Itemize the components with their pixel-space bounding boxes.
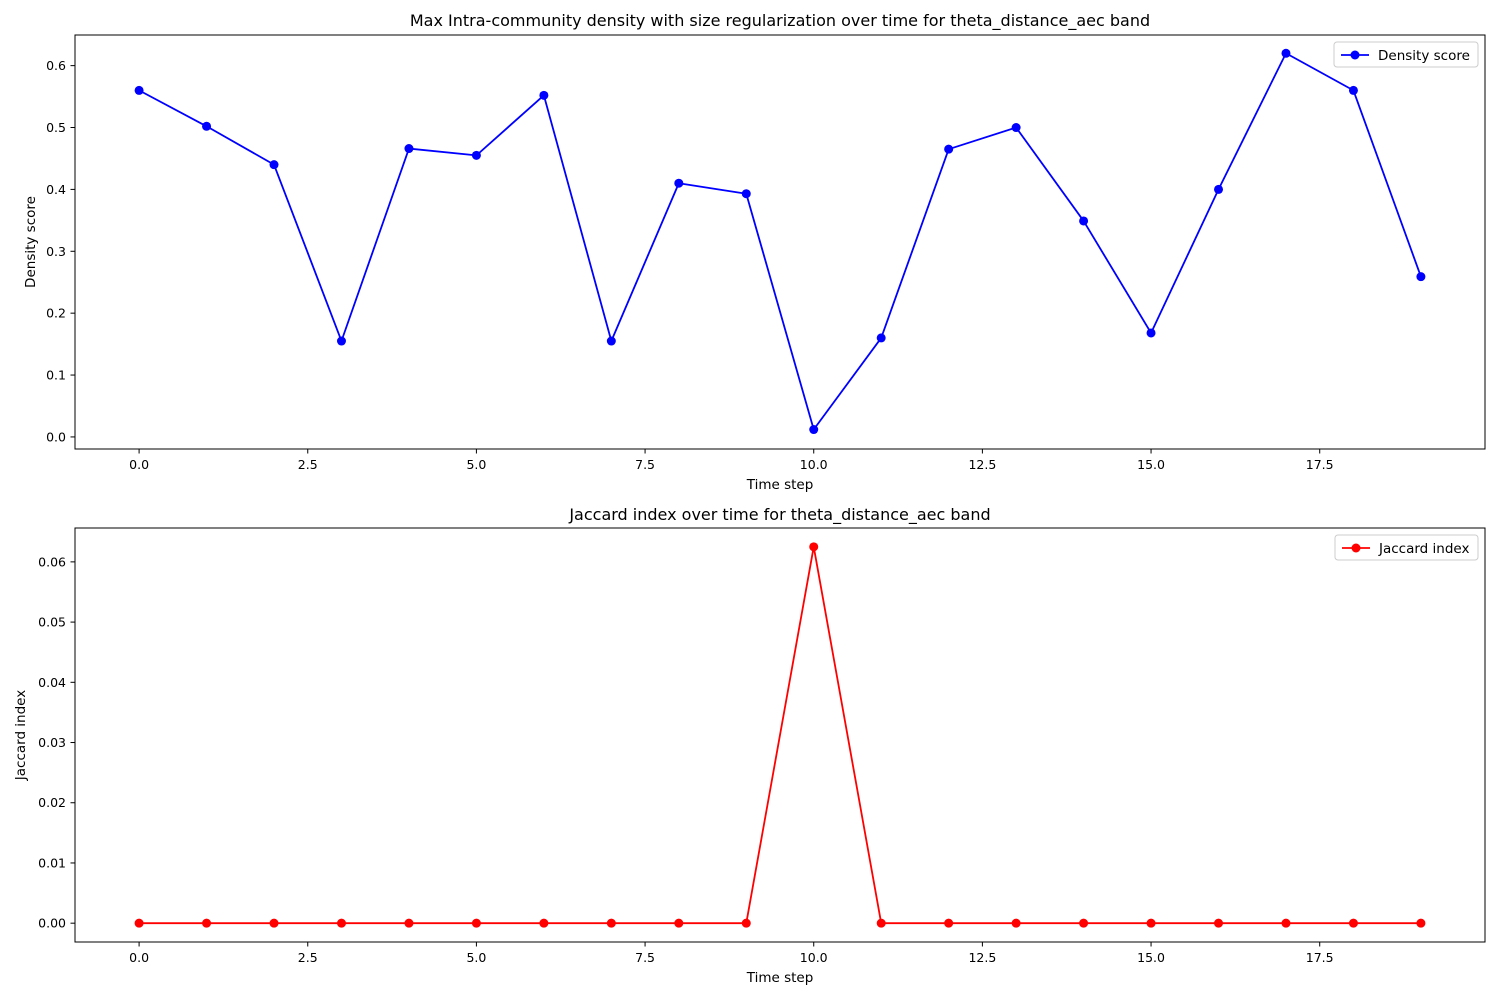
density-data-point xyxy=(134,85,144,95)
jaccard-x-axis-label: Time step xyxy=(746,970,814,986)
jaccard-data-point xyxy=(876,918,886,928)
jaccard-x-tick-label: 17.5 xyxy=(1306,950,1334,965)
jaccard-data-point xyxy=(944,918,954,928)
density-series xyxy=(134,48,1426,435)
jaccard-y-tick-label: 0.06 xyxy=(38,554,66,569)
jaccard-x-tick-label: 2.5 xyxy=(298,950,318,965)
density-x-tick-label: 10.0 xyxy=(800,457,828,472)
jaccard-legend-label: Jaccard index xyxy=(1378,541,1469,557)
density-chart: Max Intra-community density with size re… xyxy=(23,11,1486,493)
jaccard-data-point xyxy=(336,918,346,928)
density-data-point xyxy=(606,336,616,346)
density-data-point xyxy=(1079,216,1089,226)
jaccard-data-point xyxy=(202,918,212,928)
density-x-axis-label: Time step xyxy=(746,477,814,493)
density-x-tick-label: 17.5 xyxy=(1306,457,1334,472)
density-legend-label: Density score xyxy=(1378,48,1470,64)
density-y-tick-label: 0.6 xyxy=(46,58,66,73)
density-x-tick-label: 7.5 xyxy=(635,457,655,472)
density-y-tick-label: 0.1 xyxy=(46,368,66,383)
jaccard-x-tick-label: 12.5 xyxy=(968,950,996,965)
density-plot-frame xyxy=(74,34,1486,450)
density-y-axis-label: Density score xyxy=(23,196,39,288)
density-series-line xyxy=(138,52,1422,431)
density-data-point xyxy=(202,121,212,131)
jaccard-y-tick-label: 0.05 xyxy=(38,615,66,630)
density-y-tick-label: 0.5 xyxy=(46,120,66,135)
density-legend-marker xyxy=(1350,50,1360,60)
density-data-point xyxy=(539,90,549,100)
density-x-tick-label: 5.0 xyxy=(466,457,486,472)
jaccard-legend-box xyxy=(1334,534,1479,561)
density-legend: Density score xyxy=(1333,41,1479,68)
density-data-point xyxy=(269,160,279,170)
density-x-tick-label: 12.5 xyxy=(968,457,996,472)
density-data-point xyxy=(1214,184,1224,194)
density-legend-box xyxy=(1333,41,1479,68)
jaccard-legend: Jaccard index xyxy=(1334,534,1479,561)
density-data-point xyxy=(471,150,481,160)
density-data-point xyxy=(1011,123,1021,133)
jaccard-data-point xyxy=(1214,918,1224,928)
jaccard-y-tick-label: 0.04 xyxy=(38,675,66,690)
jaccard-x-tick-label: 15.0 xyxy=(1137,950,1165,965)
jaccard-y-tick-label: 0.01 xyxy=(38,855,66,870)
density-data-point xyxy=(1416,272,1426,282)
jaccard-data-point xyxy=(269,918,279,928)
jaccard-plot-frame xyxy=(74,527,1486,943)
density-x-tick-label: 2.5 xyxy=(298,457,318,472)
jaccard-data-point xyxy=(471,918,481,928)
density-y-tick-label: 0.0 xyxy=(46,429,66,444)
density-data-point xyxy=(1146,328,1156,338)
density-y-tick-label: 0.2 xyxy=(46,306,66,321)
jaccard-x-tick-label: 10.0 xyxy=(800,950,828,965)
density-data-point xyxy=(741,189,751,199)
jaccard-x-tick-label: 7.5 xyxy=(635,950,655,965)
density-data-point xyxy=(944,144,954,154)
jaccard-x-ticks: 0.0 2.5 5.0 7.5 10.0 12.5 15.0 17.5 xyxy=(129,942,1334,965)
jaccard-x-tick-label: 5.0 xyxy=(466,950,486,965)
density-y-ticks: 0.0 0.1 0.2 0.3 0.4 0.5 0.6 xyxy=(46,58,75,444)
jaccard-series-line xyxy=(139,545,1421,925)
density-chart-title: Max Intra-community density with size re… xyxy=(410,11,1150,31)
jaccard-data-point xyxy=(809,542,819,552)
jaccard-data-point xyxy=(1146,918,1156,928)
jaccard-series xyxy=(134,542,1426,928)
density-y-tick-label: 0.3 xyxy=(46,244,66,259)
density-data-point xyxy=(404,144,414,154)
jaccard-data-point xyxy=(674,918,684,928)
jaccard-data-point xyxy=(1079,918,1089,928)
jaccard-y-tick-label: 0.00 xyxy=(38,916,66,931)
density-data-point xyxy=(674,178,684,188)
density-y-tick-label: 0.4 xyxy=(46,182,66,197)
density-data-point xyxy=(876,333,886,343)
jaccard-y-tick-label: 0.03 xyxy=(38,735,66,750)
jaccard-data-point xyxy=(606,918,616,928)
jaccard-y-axis-label: Jaccard index xyxy=(13,690,29,781)
jaccard-x-tick-label: 0.0 xyxy=(129,950,149,965)
jaccard-data-point xyxy=(134,918,144,928)
jaccard-chart-title: Jaccard index over time for theta_distan… xyxy=(568,505,990,525)
density-data-point xyxy=(1281,48,1291,58)
jaccard-data-point xyxy=(1348,918,1358,928)
jaccard-data-point xyxy=(1416,918,1426,928)
density-data-point xyxy=(809,425,819,435)
jaccard-chart: Jaccard index over time for theta_distan… xyxy=(13,505,1486,986)
jaccard-data-point xyxy=(404,918,414,928)
density-x-ticks: 0.0 2.5 5.0 7.5 10.0 12.5 15.0 17.5 xyxy=(129,449,1334,472)
density-x-tick-label: 0.0 xyxy=(129,457,149,472)
density-data-point xyxy=(1348,85,1358,95)
density-data-point xyxy=(336,336,346,346)
jaccard-y-ticks: 0.00 0.01 0.02 0.03 0.04 0.05 0.06 xyxy=(38,554,75,931)
jaccard-data-point xyxy=(539,918,549,928)
jaccard-legend-marker xyxy=(1351,543,1361,553)
jaccard-y-tick-label: 0.02 xyxy=(38,795,66,810)
jaccard-data-point xyxy=(1011,918,1021,928)
density-x-tick-label: 15.0 xyxy=(1137,457,1165,472)
jaccard-data-point xyxy=(741,918,751,928)
jaccard-data-point xyxy=(1281,918,1291,928)
